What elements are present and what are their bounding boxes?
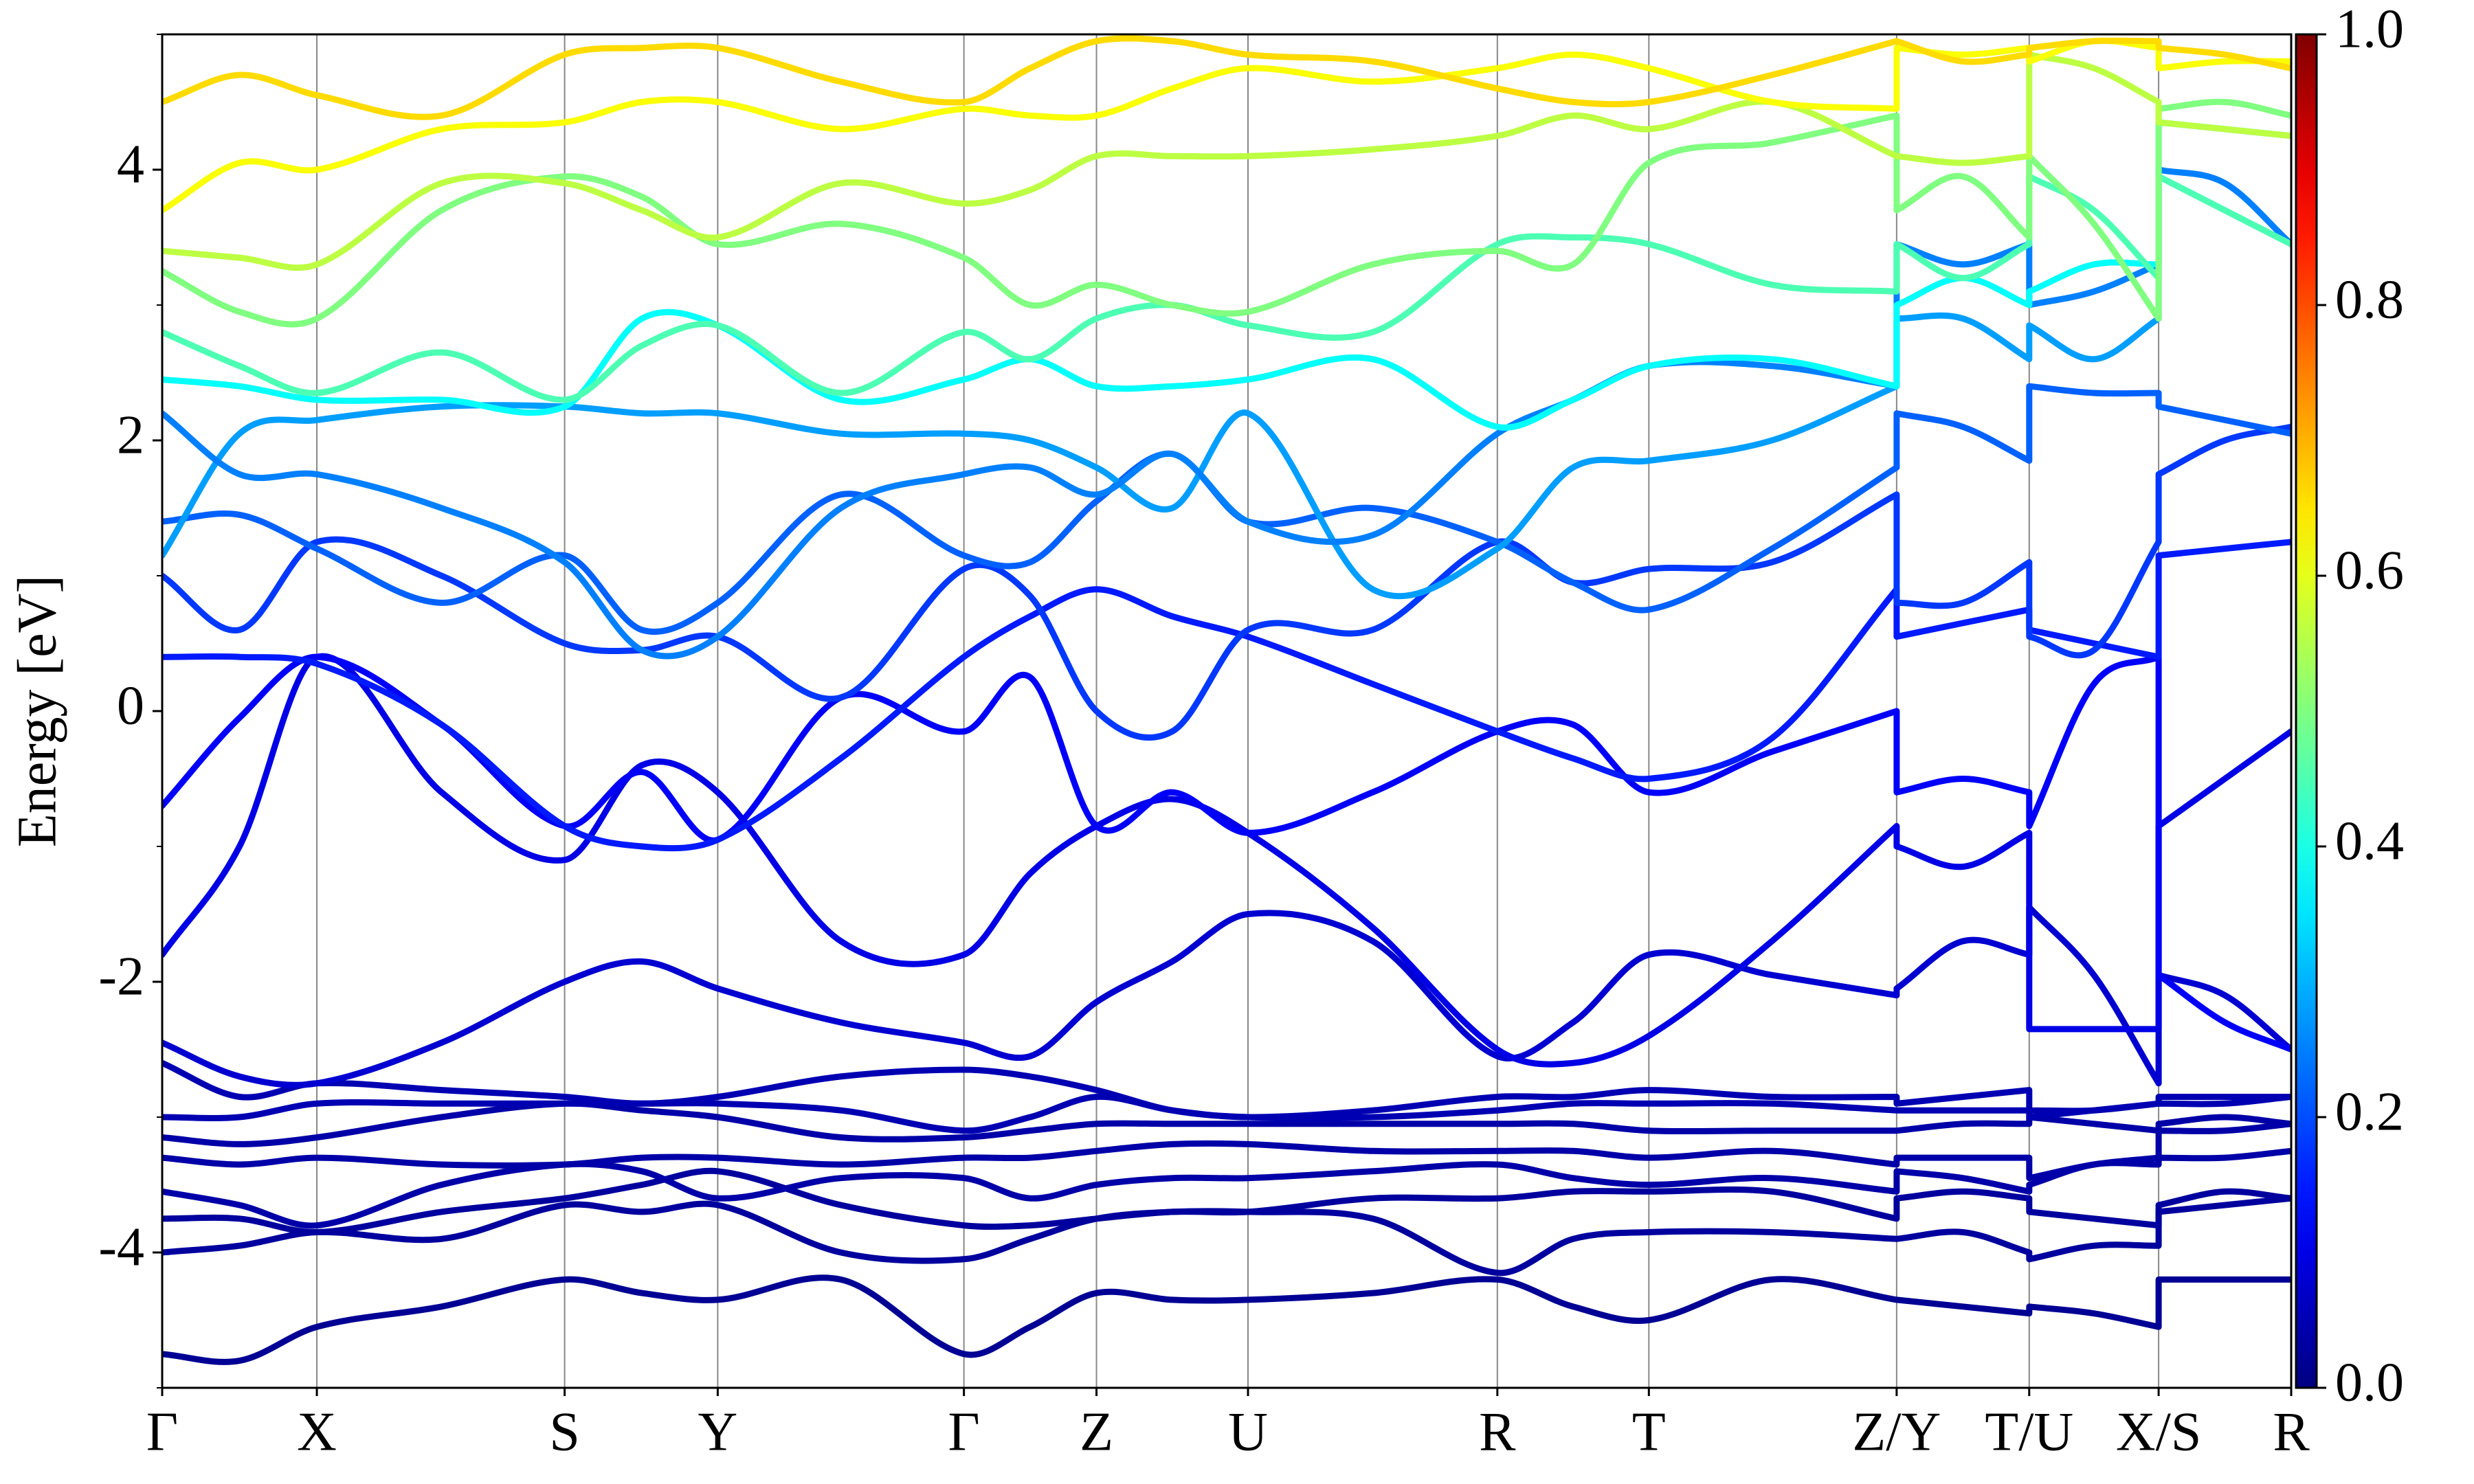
y-tick-label: 4 [117, 134, 144, 194]
band [162, 1059, 2291, 1121]
colorbar-tick-label: 0.2 [2335, 1081, 2404, 1142]
band [162, 653, 2291, 1053]
band [162, 423, 2291, 741]
colorbar [2295, 33, 2318, 1389]
grid [161, 34, 2292, 1388]
colorbar-tick-label: 0.0 [2335, 1352, 2404, 1413]
y-tick-label: -2 [98, 946, 144, 1007]
band [162, 52, 2291, 271]
colorbar-tick-label: 0.8 [2335, 269, 2404, 330]
band [162, 173, 2291, 600]
y-tick-label: 2 [117, 405, 144, 465]
band [162, 98, 2291, 328]
x-tick-label: U [1228, 1402, 1268, 1462]
x-tick-label: R [2273, 1402, 2310, 1462]
colorbar-tick-label: 0.6 [2335, 540, 2404, 600]
band [162, 37, 2291, 214]
colorbar-tick-label: 1.0 [2335, 0, 2404, 59]
x-tick-label: Γ [146, 1402, 178, 1462]
x-tick-label: R [1479, 1402, 1516, 1462]
plot-frame [161, 33, 2293, 1389]
band [162, 1167, 2291, 1236]
band [162, 539, 2291, 852]
colorbar-tick-label: 0.4 [2335, 811, 2404, 871]
x-tick-label: S [549, 1402, 580, 1462]
x-tick-label: Z [1080, 1402, 1113, 1462]
bands [162, 35, 2291, 1365]
x-tick-label: Z/Y [1852, 1402, 1941, 1462]
y-tick-label: 0 [117, 675, 144, 736]
x-tick-label: Y [698, 1402, 737, 1462]
x-tick-label: Γ [948, 1402, 980, 1462]
x-tick-label: T [1632, 1402, 1666, 1462]
band [162, 653, 2291, 1068]
x-tick-label: T/U [1985, 1402, 2073, 1462]
band [162, 1121, 2291, 1182]
x-tick-label: X/S [2116, 1402, 2202, 1462]
y-axis-label: Energy [eV] [7, 575, 67, 847]
band [162, 904, 2291, 1088]
band [162, 1274, 2291, 1365]
band [162, 166, 2291, 660]
band [162, 119, 2291, 431]
x-tick-label: X [297, 1402, 337, 1462]
band [162, 173, 2291, 403]
y-tick-label: -4 [98, 1217, 144, 1277]
band [162, 35, 2291, 120]
